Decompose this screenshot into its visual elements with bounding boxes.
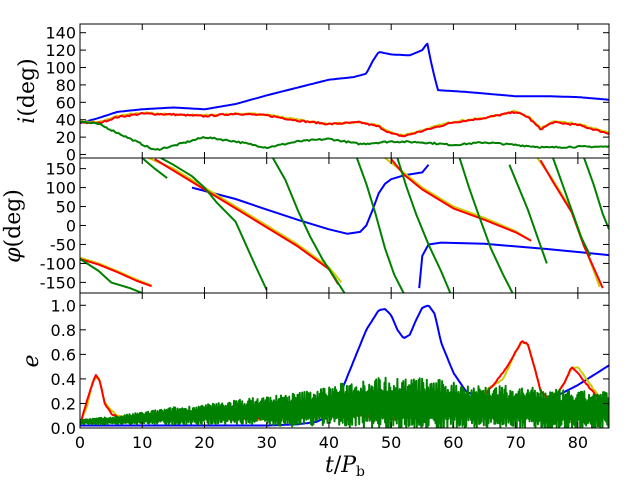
ytick-label-top: 60 [56,93,76,112]
xtick-label: 80 [568,433,588,452]
series-green-segment [160,158,268,291]
series-yellow-segment [80,256,152,287]
series-green-segment [458,158,514,293]
ylabel-top: i(deg) [15,58,40,123]
series-group-top [80,42,609,151]
series-yellow-segment [384,158,529,240]
series-yellow-segment [148,158,343,284]
xtick-label: 70 [505,433,525,452]
series-red-segment [154,158,340,285]
ytick-label-bottom: 0.4 [51,370,76,389]
xtick-label: 0 [75,433,85,452]
series-blue-segment [418,241,609,289]
xtick-label: 50 [381,433,401,452]
series-group-bottom [80,304,609,428]
ytick-label-top: 40 [56,111,76,130]
xtick-label: 20 [194,433,214,452]
series-green-segment [141,158,168,179]
series-green-segment [552,158,592,257]
ytick-label-middle: 0 [66,217,76,236]
series-red-segment [539,159,604,289]
ytick-label-top: 100 [45,59,76,78]
ytick-label-bottom: 0.2 [51,394,76,413]
xlabel: t/Pb [325,453,365,480]
series-green-segment [80,258,143,293]
ytick-label-bottom: 0.8 [51,321,76,340]
axes-frame-bottom [79,292,610,429]
series-blue-segment [191,164,430,235]
ytick-label-top: 20 [56,128,76,147]
axes-frame-middle [79,157,610,294]
series-green [80,376,609,428]
series-green-segment [355,158,405,293]
ytick-label-top: 80 [56,76,76,95]
ylabel-middle: φ(deg) [1,189,26,263]
ytick-label-top: 0 [66,146,76,165]
series-green-segment [272,158,346,293]
ytick-label-middle: -150 [40,273,76,292]
ytick-label-middle: -50 [50,235,76,254]
ytick-label-middle: 50 [56,198,76,217]
series-green-segment [508,164,548,264]
xtick-label: 10 [132,433,152,452]
ytick-label-middle: -100 [40,254,76,273]
xtick-label: 30 [257,433,277,452]
series-green [80,120,609,151]
series-group-middle [80,158,609,293]
ytick-label-bottom: 0.0 [51,419,76,438]
ytick-label-top: 120 [45,41,76,60]
ytick-label-middle: 100 [45,179,76,198]
series-green-segment [396,158,452,293]
series-red [80,110,609,138]
xtick-label: 40 [319,433,339,452]
panel-eccentricity: 0.0 0.2 0.4 0.6 0.8 1.0 0 10 20 30 40 50 60 70 80 [51,292,610,452]
ylabel-bottom: e [19,354,44,367]
ytick-label-bottom: 1.0 [51,296,76,315]
ytick-label-bottom: 0.6 [51,345,76,364]
axes-frame-top [79,23,610,159]
ytick-label-middle: 150 [45,160,76,179]
series-blue [80,42,609,125]
series-red-segment [390,158,532,242]
series-red-segment [80,257,152,288]
xtick-label: 60 [443,433,463,452]
series-green-segment [583,158,609,230]
ytick-label-top: 140 [45,24,76,43]
